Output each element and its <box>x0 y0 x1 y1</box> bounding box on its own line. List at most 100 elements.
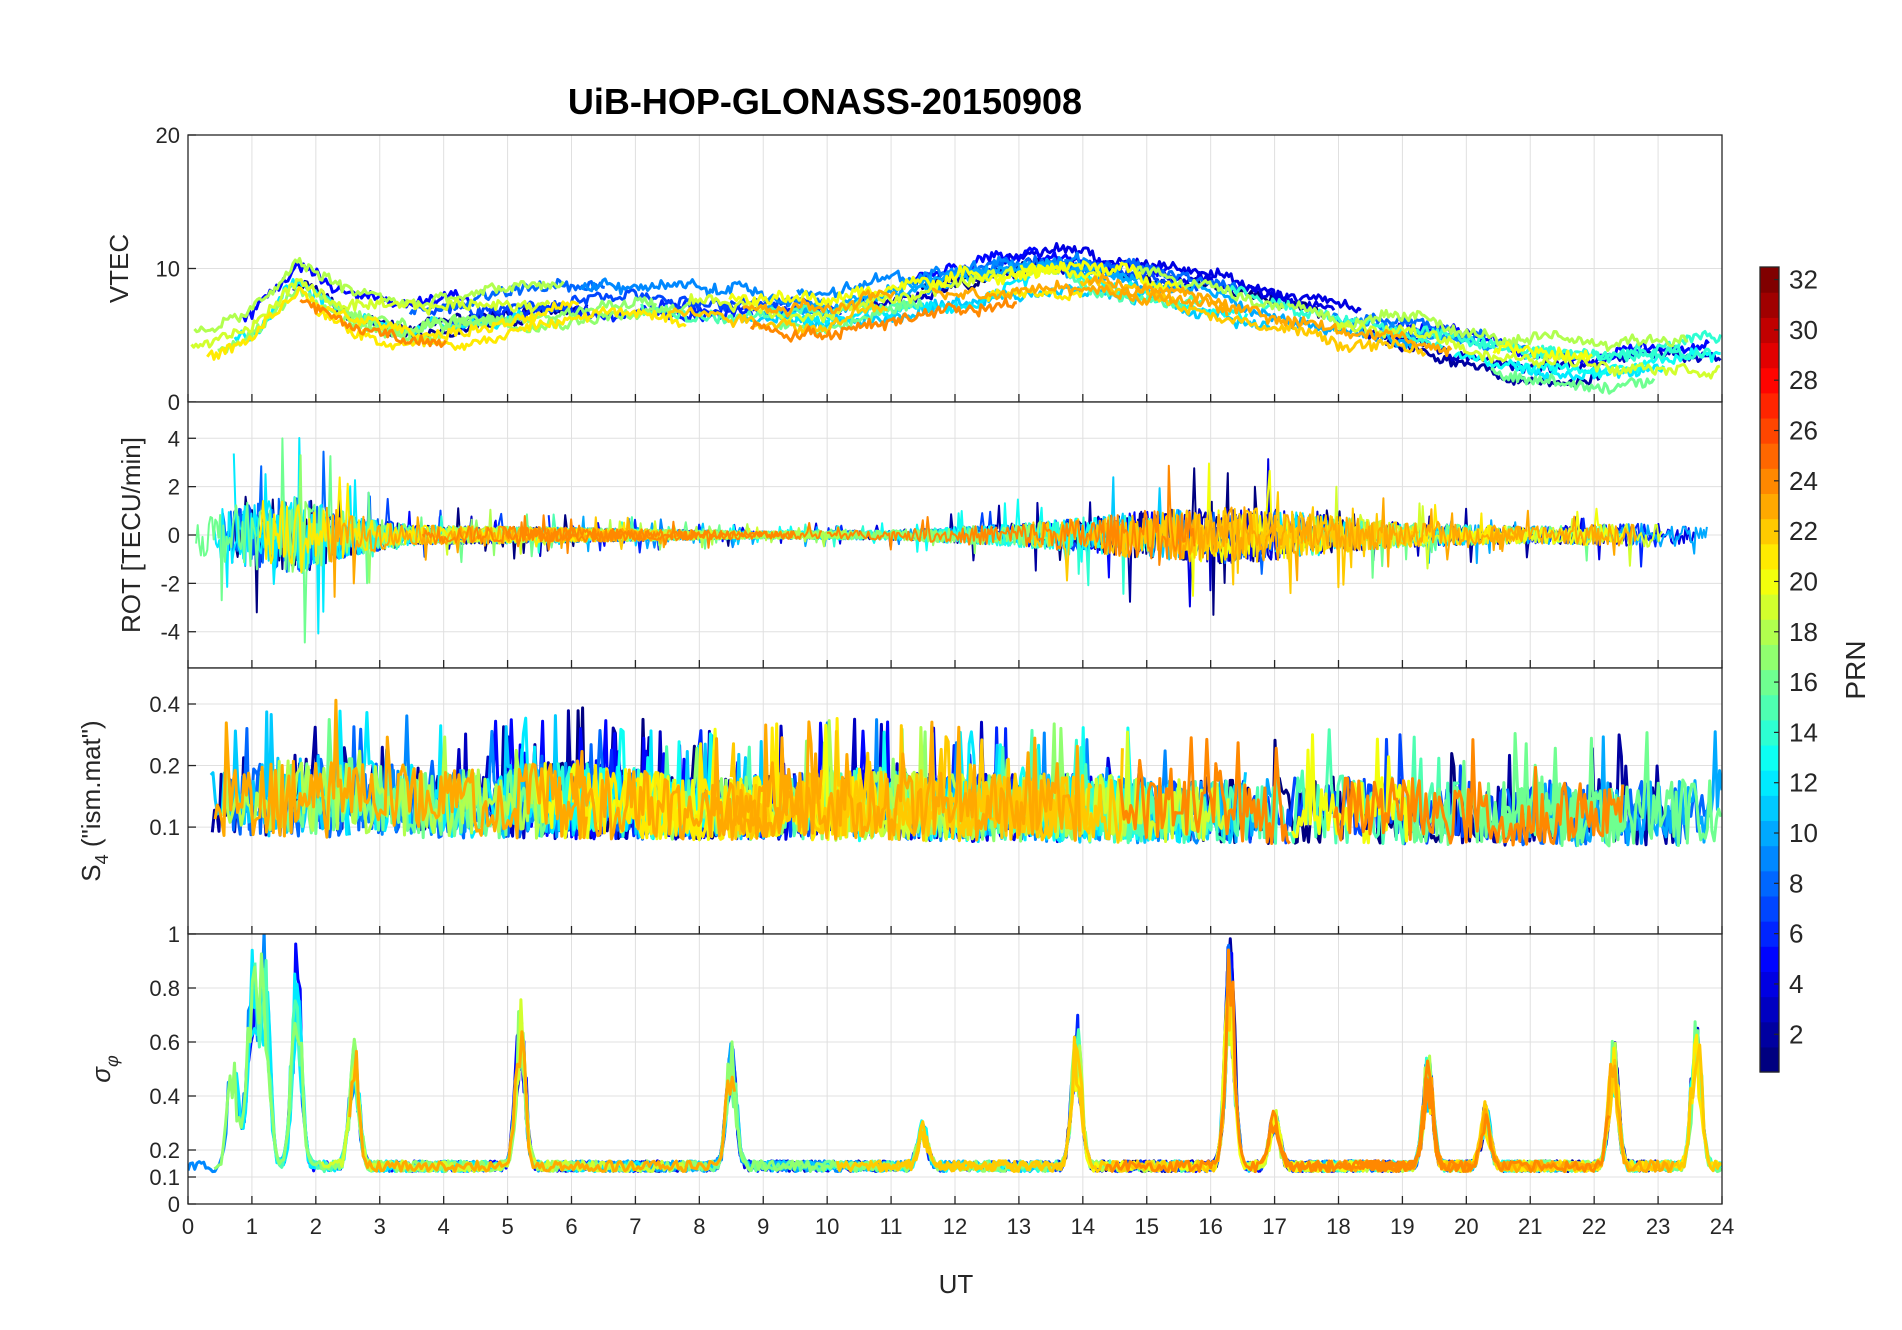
y-tick-label: 0 <box>168 1192 180 1217</box>
series-line-s4-prn23 <box>569 723 824 841</box>
x-tick-label: 21 <box>1518 1214 1542 1239</box>
panel-s4: 0.1 0.2 0.4 S4 ("ism.mat") <box>76 667 1723 935</box>
y-tick-label: -4 <box>160 620 180 645</box>
series-line-rot-prn23 <box>1488 509 1638 556</box>
x-tick-label: 2 <box>310 1214 322 1239</box>
series-line-vtec-prn22 <box>667 301 888 335</box>
colorbar-label: PRN <box>1840 640 1871 699</box>
colorbar-bin <box>1760 895 1779 922</box>
x-tick-label: 12 <box>943 1214 967 1239</box>
series-line-s4-prn24 <box>1332 738 1625 847</box>
series-line-vtec-prn24 <box>299 298 447 348</box>
colorbar-tick-label: 6 <box>1789 919 1803 949</box>
y-axis-label-vtec: VTEC <box>104 234 134 303</box>
colorbar-bin <box>1760 1046 1779 1073</box>
colorbar-bin <box>1760 669 1779 696</box>
series-line-vtec-prn18 <box>1130 264 1285 312</box>
series-line-vtec-prn18 <box>193 256 565 334</box>
y-tick-label: 0.4 <box>149 692 180 717</box>
colorbar-bin <box>1760 795 1779 822</box>
series-line-s4-prn1 <box>1173 738 1485 845</box>
x-tick-label: 18 <box>1326 1214 1350 1239</box>
colorbar-bin <box>1760 971 1779 998</box>
series-line-vtec-prn23 <box>742 289 896 318</box>
series-line-vtec-prn16 <box>1490 367 1656 395</box>
y-tick-label: 2 <box>168 475 180 500</box>
colorbar-bin <box>1760 619 1779 645</box>
x-tick-label: 24 <box>1710 1214 1734 1239</box>
series-line-sigma-prn24 <box>1104 948 1472 1174</box>
colorbar-tick-label: 20 <box>1789 566 1818 596</box>
y-tick-label: 4 <box>168 426 180 451</box>
colorbar-bin <box>1760 518 1779 545</box>
panel-vtec: 0 10 20 VTEC <box>104 123 1723 415</box>
x-tick-label: 15 <box>1135 1214 1159 1239</box>
colorbar-tick-label: 14 <box>1789 717 1818 747</box>
x-tick-label: 1 <box>246 1214 258 1239</box>
colorbar-tick-label: 28 <box>1789 365 1818 395</box>
y-tick-label: 0.2 <box>149 754 180 779</box>
series-line-vtec-prn13 <box>1453 347 1721 379</box>
colorbar-bin <box>1760 543 1779 570</box>
colorbar-bin <box>1760 921 1779 947</box>
colorbar-tick-label: 2 <box>1789 1019 1803 1049</box>
series-line-rot-prn24 <box>421 515 823 551</box>
colorbar-bin <box>1760 820 1779 847</box>
colorbar-tick-label: 16 <box>1789 667 1818 697</box>
y-tick-label: 0.4 <box>149 1084 180 1109</box>
colorbar-bin <box>1760 594 1779 620</box>
colorbar-bin <box>1760 342 1779 369</box>
colorbar-tick-label: 12 <box>1789 768 1818 798</box>
y-tick-label: 10 <box>156 257 180 282</box>
x-tick-label: 23 <box>1646 1214 1670 1239</box>
x-tick-label: 20 <box>1454 1214 1478 1239</box>
series-line-vtec-prn18 <box>1286 300 1689 352</box>
series-line-rot-prn24 <box>506 514 794 555</box>
colorbar-bin <box>1760 568 1779 595</box>
colorbar-bin <box>1760 770 1779 796</box>
colorbar-tick-label: 26 <box>1789 416 1818 446</box>
series-line-vtec-prn19 <box>190 277 551 349</box>
chart-title: UiB-HOP-GLONASS-20150908 <box>568 81 1082 122</box>
x-tick-label: 14 <box>1071 1214 1095 1239</box>
colorbar-bin <box>1760 1021 1779 1048</box>
x-tick-label: 17 <box>1262 1214 1286 1239</box>
x-tick-label: 19 <box>1390 1214 1414 1239</box>
y-axis-label-sigma: σφ <box>86 1055 122 1083</box>
series-line-rot-prn24 <box>826 464 1196 566</box>
series-line-s4-prn24 <box>1118 736 1291 845</box>
colorbar-tick-label: 4 <box>1789 969 1803 999</box>
colorbar-bin <box>1760 694 1779 721</box>
x-tick-label: 9 <box>757 1214 769 1239</box>
colorbar-bin <box>1760 317 1779 344</box>
x-tick-label: 11 <box>880 1214 903 1239</box>
colorbar-bin <box>1760 468 1779 495</box>
y-tick-label: 0.8 <box>149 976 180 1001</box>
panel-sigma: 00.10.20.40.60.810 1 2 3 4 5 6 7 8 9 10 11 12 13 14 15 1… <box>86 922 1734 1239</box>
y-tick-label: -2 <box>160 571 180 596</box>
colorbar-bin <box>1760 744 1779 771</box>
series-line-vtec-prn24 <box>749 297 1017 343</box>
series-line-s4-prn23 <box>704 720 1082 842</box>
colorbar-tick-label: 8 <box>1789 868 1803 898</box>
y-tick-label: 1 <box>168 922 180 947</box>
colorbar-bin <box>1760 719 1779 746</box>
x-axis-label: UT <box>939 1269 974 1299</box>
colorbar-tick-label: 22 <box>1789 516 1818 546</box>
series-line-vtec-prn14 <box>1228 285 1444 349</box>
colorbar-bin <box>1760 417 1779 444</box>
colorbar-bin <box>1760 267 1779 293</box>
x-tick-label: 3 <box>374 1214 386 1239</box>
series-line-vtec-prn20 <box>1019 260 1186 293</box>
series-line-vtec-prn9 <box>579 277 825 310</box>
series-line-sigma-prn22 <box>835 1035 1085 1173</box>
series-line-rot-prn23 <box>1163 497 1524 582</box>
x-tick-label: 10 <box>815 1214 839 1239</box>
y-tick-label: 0.6 <box>149 1030 180 1055</box>
series-line-vtec-prn19 <box>1333 321 1721 380</box>
colorbar-bin <box>1760 493 1779 520</box>
series-line-sigma-prn23 <box>348 1030 736 1173</box>
colorbar-tick-label: 32 <box>1789 265 1818 295</box>
